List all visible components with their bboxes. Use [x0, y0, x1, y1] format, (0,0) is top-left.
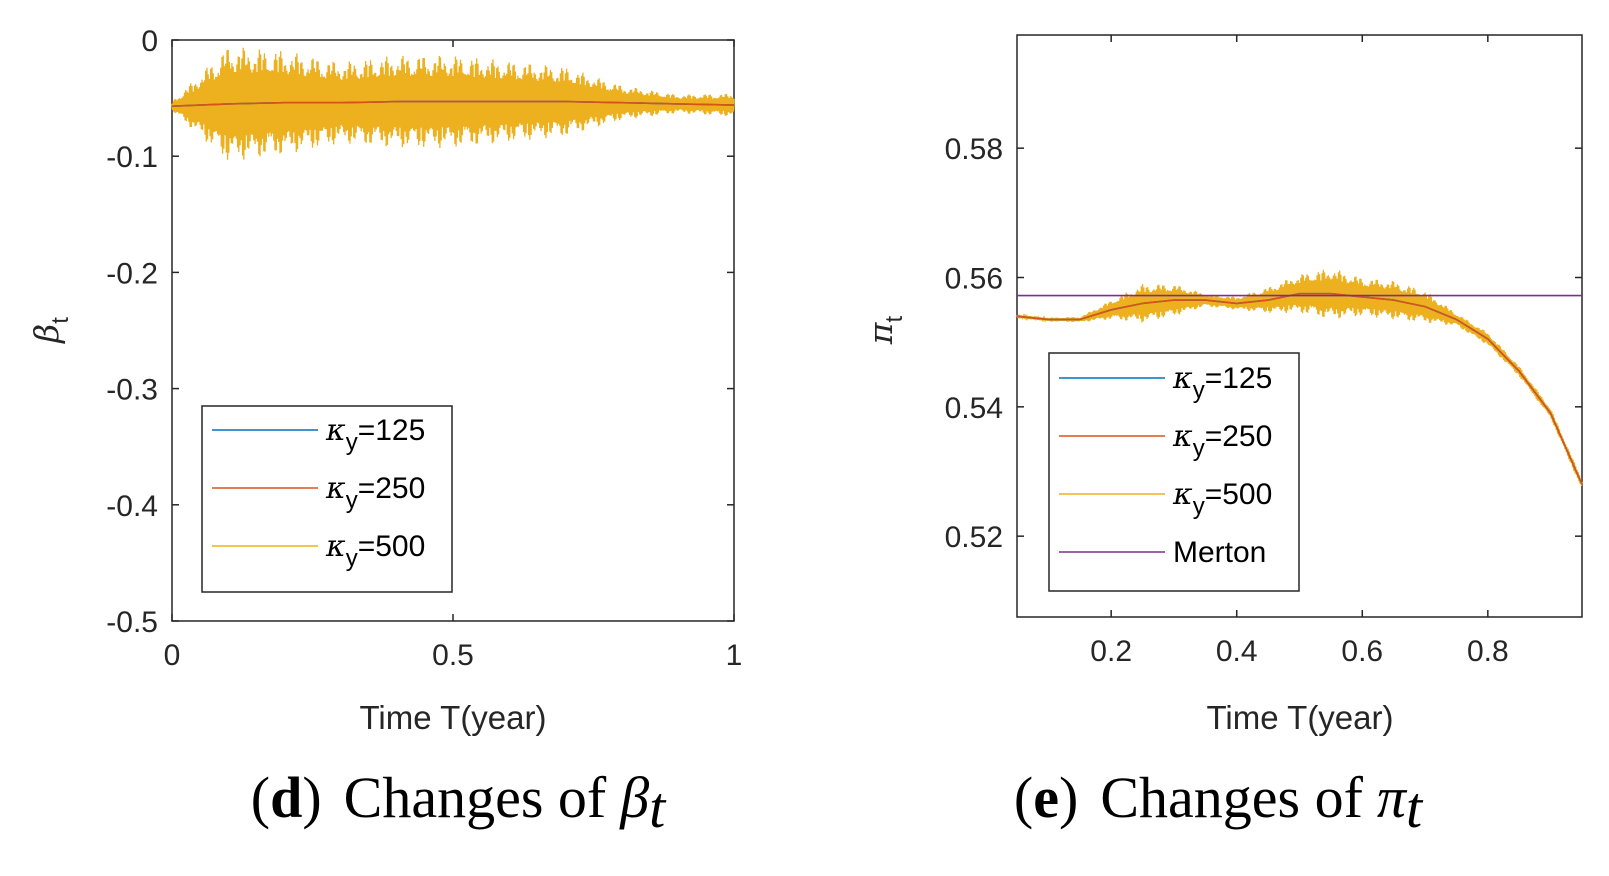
caption-open-paren: (: [1014, 765, 1033, 830]
caption-text-d: Changes of: [344, 765, 607, 830]
series-line-250: [1016, 292, 1583, 485]
caption-text-e: Changes of: [1100, 765, 1363, 830]
y-tick-label: 0: [141, 25, 158, 58]
x-axis-label-e: Time T(year): [1206, 699, 1393, 736]
legend-label: Merton: [1173, 536, 1266, 569]
series-line-250: [171, 100, 735, 107]
tick-marks-e: [1017, 35, 1582, 617]
caption-symbol-d: β: [619, 765, 649, 830]
legend-label: κy=125: [325, 413, 425, 456]
legend-box-d: [201, 405, 453, 593]
x-tick-label: 0.5: [432, 639, 474, 672]
y-tick-label: -0.4: [106, 490, 158, 523]
caption-letter-d: d: [270, 765, 302, 830]
series-line-500: [1016, 269, 1583, 486]
y-tick-label: 0.52: [945, 521, 1003, 554]
x-tick-label: 0.2: [1090, 635, 1132, 668]
caption-e: (e) Changes of πt: [1014, 765, 1424, 840]
series-group-d: [171, 47, 735, 160]
caption-open-paren: (: [251, 765, 270, 830]
series-line-500: [171, 47, 735, 160]
y-tick-label: -0.5: [106, 606, 158, 639]
legend-e: κy=125 κy=250 κy=500 Merton: [1048, 352, 1300, 592]
panel-d-beta: 0 0.5 10-0.1-0.2-0.3-0.4-0.5 Time T(year) …: [27, 25, 742, 840]
y-tick-label: 0.58: [945, 133, 1003, 166]
series-group-e: [1016, 269, 1583, 486]
y-axis-label-e: πt: [861, 315, 908, 345]
caption-d: (d) Changes of βt: [251, 765, 667, 840]
y-tick-label: 0.56: [945, 263, 1003, 296]
caption-close-paren: ): [1059, 765, 1078, 830]
x-tick-label: 0.8: [1467, 635, 1509, 668]
y-tick-label: -0.3: [106, 374, 158, 407]
panel-e-pi: 0.2 0.4 0.6 0.8 0.58 0.56 0.54 0.52 Time T(year…: [861, 34, 1583, 840]
legend-label: κy=250: [325, 471, 425, 514]
legend-label: κy=500: [325, 529, 425, 572]
x-tick-label: 0.6: [1341, 635, 1383, 668]
tick-labels-e: 0.2 0.4 0.6 0.8 0.58 0.56 0.54 0.52: [945, 133, 1509, 668]
caption-close-paren: ): [302, 765, 321, 830]
x-tick-label: 1: [726, 639, 743, 672]
caption-letter-e: e: [1033, 765, 1059, 830]
legend-d: κy=125 κy=250 κy=500: [201, 405, 453, 593]
y-axis-label-d: βt: [27, 317, 74, 345]
legend-label: κy=500: [1172, 477, 1272, 520]
legend-label: κy=125: [1172, 361, 1272, 404]
legend-label: κy=250: [1172, 419, 1272, 462]
y-tick-label: 0.54: [945, 392, 1003, 425]
x-tick-label: 0.4: [1216, 635, 1258, 668]
tick-marks-d: [171, 39, 735, 622]
x-axis-label-d: Time T(year): [359, 699, 546, 736]
tick-labels-d: 0 0.5 1 0 -0.1 -0.2 -0.3 -0.4 -0.5: [106, 25, 742, 672]
y-tick-label: -0.1: [106, 141, 158, 174]
caption-sub-d: t: [649, 775, 667, 840]
caption-symbol-e: π: [1377, 765, 1408, 830]
caption-sub-e: t: [1406, 775, 1424, 840]
x-tick-label: 0: [164, 639, 181, 672]
y-tick-label: -0.2: [106, 257, 158, 290]
